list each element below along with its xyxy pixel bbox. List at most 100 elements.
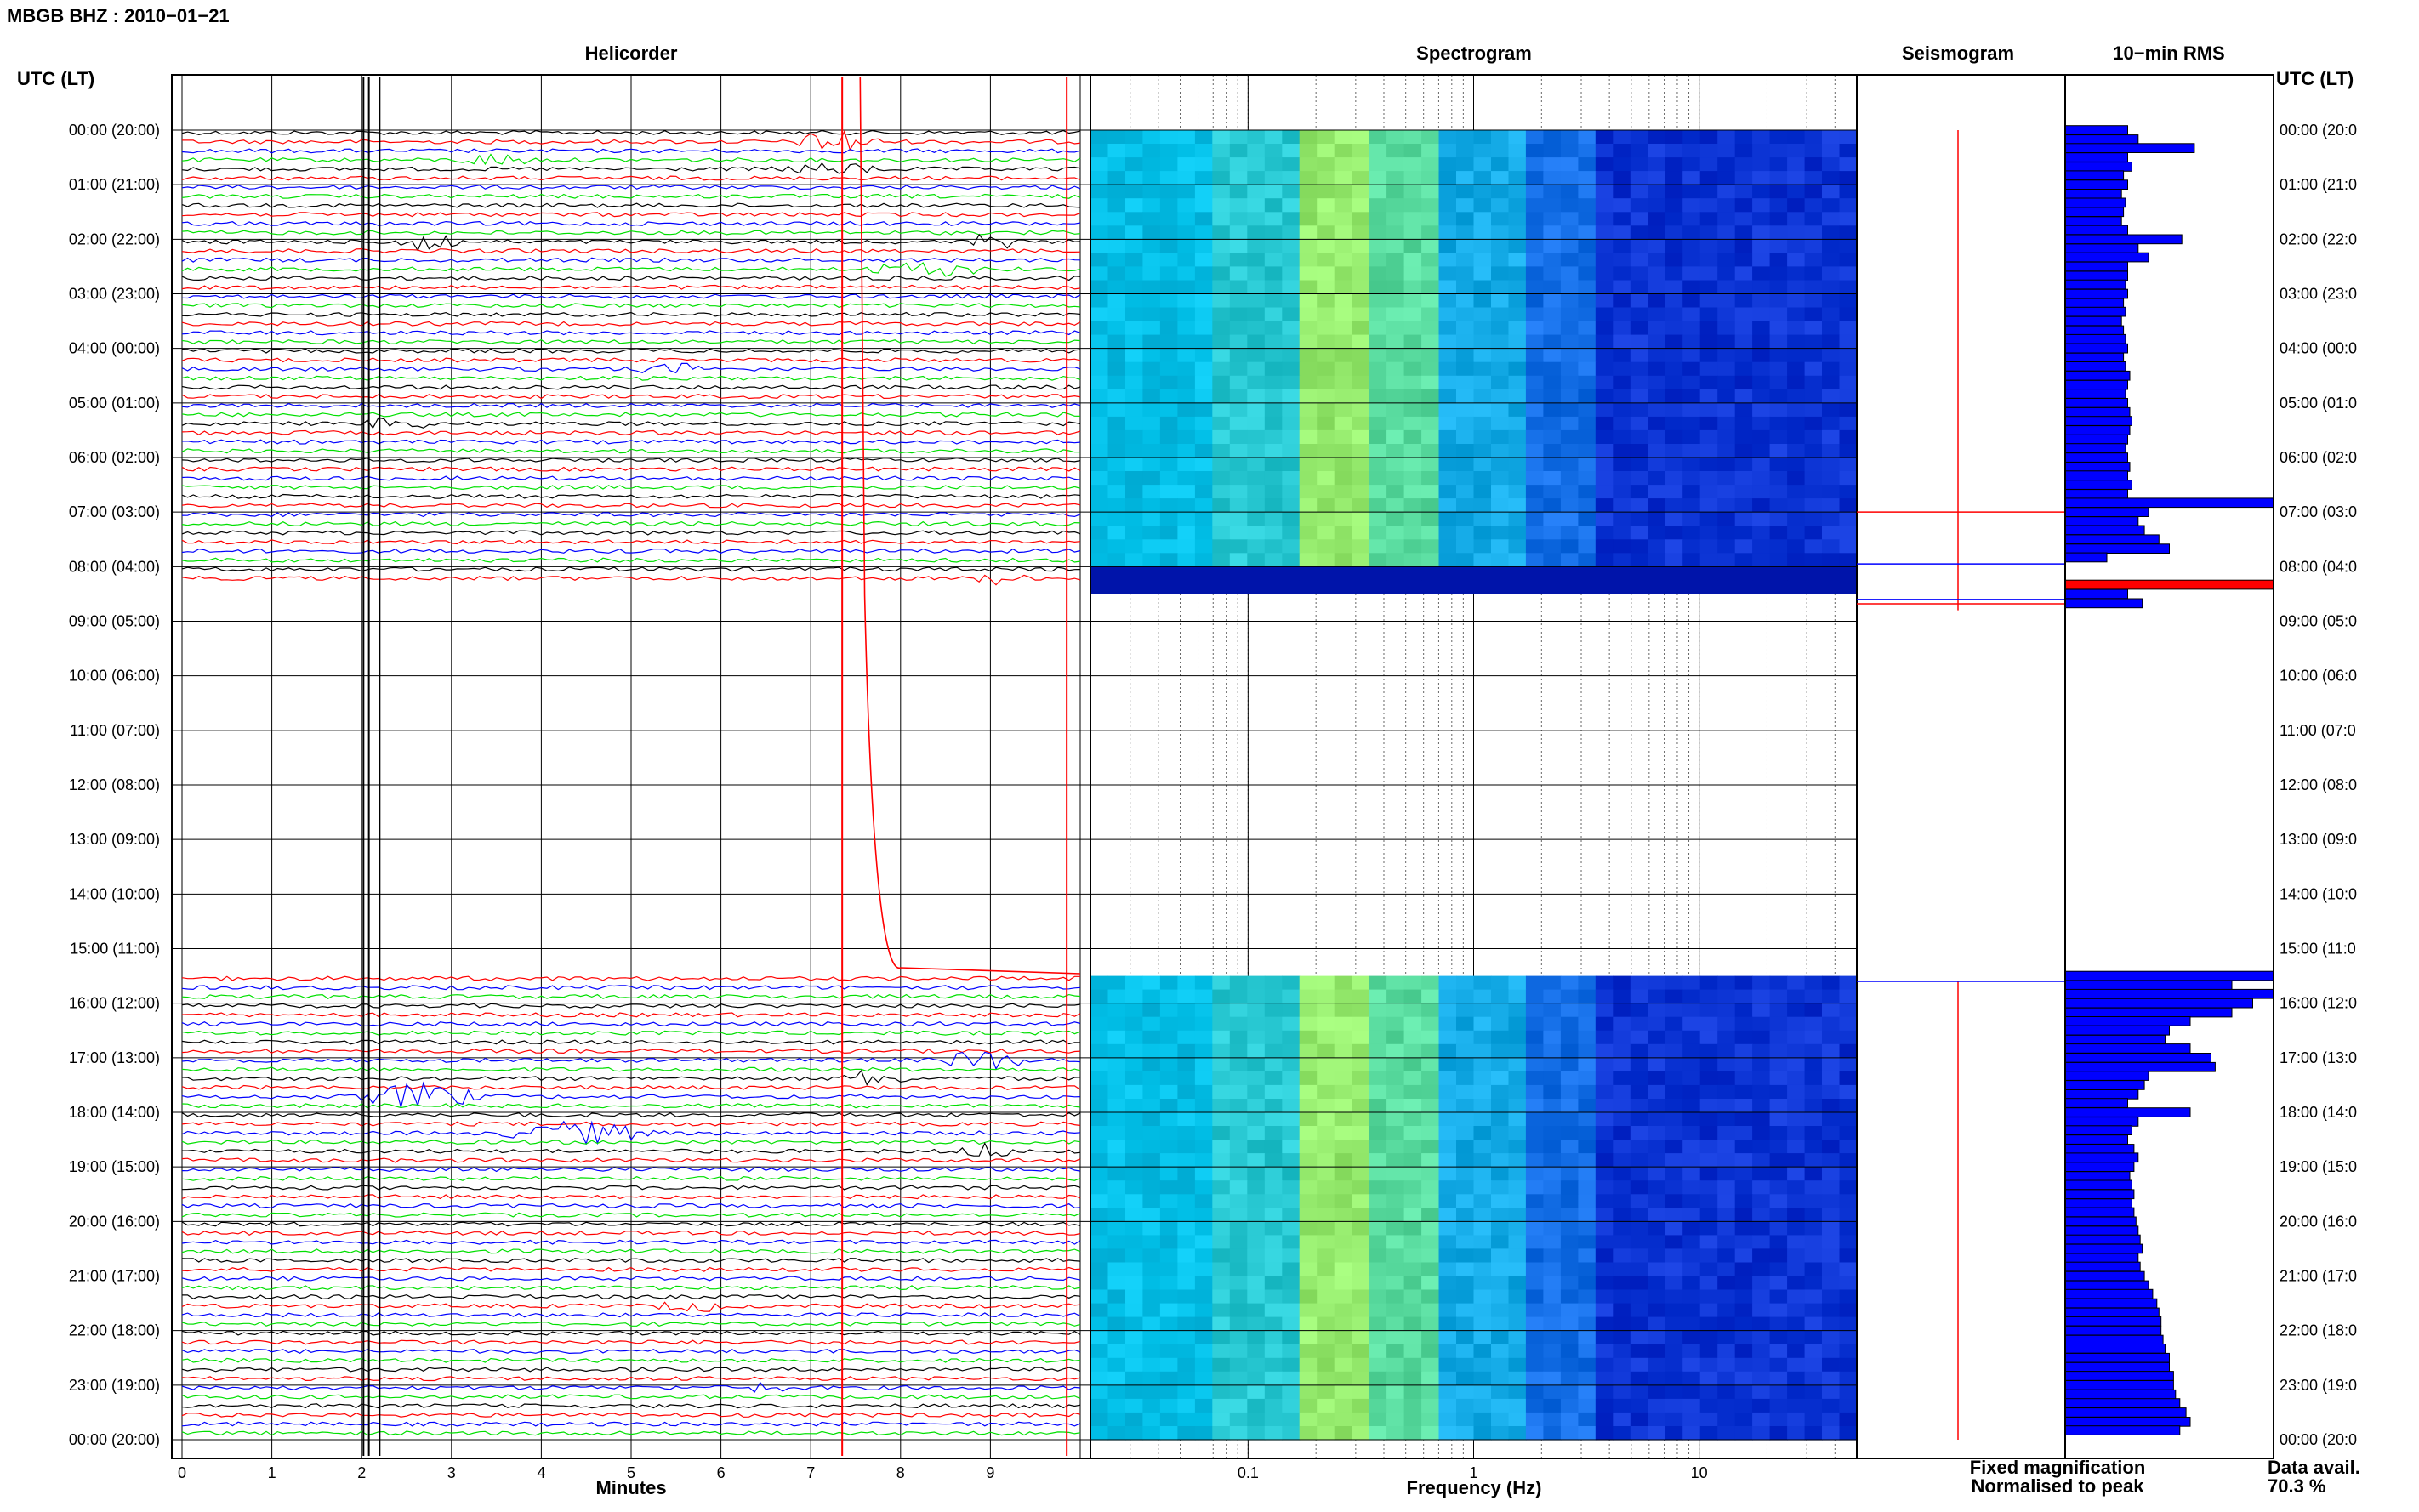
spectrogram-cell <box>1473 580 1492 594</box>
spectrogram-cell <box>1142 157 1161 172</box>
spectrogram-cell <box>1630 1262 1648 1277</box>
spectrogram-cell <box>1717 485 1736 499</box>
spectrogram-cell <box>1317 280 1335 295</box>
spectrogram-cell <box>1491 485 1510 499</box>
spectrogram-cell <box>1107 444 1126 458</box>
spectrogram-cell <box>1369 334 1387 350</box>
spectrogram-cell <box>1386 1344 1405 1359</box>
spectrogram-cell <box>1125 1180 1144 1195</box>
spectrogram-cell <box>1229 157 1248 172</box>
spectrogram-cell <box>1595 198 1614 213</box>
spectrogram-cell <box>1804 1126 1823 1140</box>
spectrogram-cell <box>1159 171 1178 185</box>
spectrogram-cell <box>1734 1303 1753 1318</box>
spectrogram-cell <box>1317 1344 1335 1359</box>
spectrogram-cell <box>1421 1235 1440 1249</box>
spectrogram-cell <box>1264 307 1283 322</box>
spectrogram-cell <box>1648 1030 1666 1045</box>
spectrogram-cell <box>1264 1248 1283 1263</box>
spectrogram-cell <box>1473 989 1492 1004</box>
spectrogram-cell <box>1682 1112 1701 1127</box>
spectrogram-cell <box>1769 266 1788 281</box>
helicorder-trace <box>181 1175 1081 1181</box>
spectrogram-cell <box>1787 402 1806 418</box>
spectrogram-cell <box>1177 1330 1196 1345</box>
spectrogram-cell <box>1560 402 1579 418</box>
spectrogram-cell <box>1613 1262 1631 1277</box>
spectrogram-cell <box>1525 1289 1544 1305</box>
helicorder-trace <box>181 466 1081 472</box>
spectrogram-cell <box>1125 471 1144 486</box>
spectrogram-cell <box>1525 1384 1544 1400</box>
helicorder-trace <box>181 220 1081 226</box>
spectrogram-cell <box>1142 1276 1161 1291</box>
spectrogram-cell <box>1177 1180 1196 1195</box>
spectrogram-cell <box>1264 1289 1283 1305</box>
spectrogram-cell <box>1177 334 1196 350</box>
spectrogram-cell <box>1630 334 1648 350</box>
spectrogram-cell <box>1142 526 1161 540</box>
spectrogram-cell <box>1107 1357 1126 1373</box>
spectrogram-cell <box>1282 144 1301 158</box>
spectrogram-cell <box>1787 280 1806 295</box>
spectrogram-cell <box>1804 471 1823 486</box>
spectrogram-cell <box>1648 566 1666 581</box>
spectrogram-cell <box>1699 1126 1718 1140</box>
helicorder-trace <box>181 185 1081 190</box>
spectrogram-cell <box>1682 458 1701 472</box>
spectrogram-cell <box>1752 1030 1771 1045</box>
rms-bar <box>2064 1389 2177 1400</box>
spectrogram-cell <box>1142 1384 1161 1400</box>
spectrogram-cell <box>1334 1180 1352 1195</box>
spectrogram-cell <box>1177 253 1196 267</box>
spectrogram-cell <box>1142 402 1161 418</box>
spectrogram-cell <box>1560 1126 1579 1140</box>
spectrogram-cell <box>1194 1126 1213 1140</box>
spectrogram-cell <box>1438 1167 1457 1181</box>
spectrogram-cell <box>1543 975 1562 991</box>
spectrogram-cell <box>1734 1016 1753 1032</box>
spectrogram-cell <box>1229 512 1248 526</box>
helicorder-trace <box>181 985 1081 991</box>
spectrogram-cell <box>1438 348 1457 363</box>
spectrogram-cell <box>1508 198 1527 213</box>
spectrogram-cell <box>1282 185 1301 199</box>
spectrogram-cell <box>1630 485 1648 499</box>
spectrogram-cell <box>1473 144 1492 158</box>
spectrogram-cell <box>1822 1016 1841 1032</box>
spectrogram-cell <box>1752 471 1771 486</box>
spectrogram-cell <box>1595 144 1614 158</box>
spectrogram-cell <box>1438 1030 1457 1045</box>
spectrogram-cell <box>1769 1262 1788 1277</box>
spectrogram-cell <box>1543 498 1562 513</box>
spectrogram-cell <box>1264 1126 1283 1140</box>
spectrogram-cell <box>1595 1262 1614 1277</box>
spectrogram-cell <box>1613 989 1631 1004</box>
spectrogram-cell <box>1403 975 1422 991</box>
spectrogram-cell <box>1525 1398 1544 1413</box>
spectrogram-cell <box>1648 1180 1666 1195</box>
spectrogram-cell <box>1317 1221 1335 1236</box>
spectrogram-cell <box>1177 566 1196 581</box>
spectrogram-cell <box>1159 130 1178 145</box>
spectrogram-cell <box>1264 185 1283 199</box>
spectrogram-cell <box>1543 1221 1562 1236</box>
spectrogram-cell <box>1090 198 1109 213</box>
rms-bar <box>2064 507 2149 517</box>
helicorder-trace <box>181 566 1081 572</box>
spectrogram-cell <box>1421 157 1440 172</box>
spectrogram-cell <box>1787 185 1806 199</box>
spectrogram-cell <box>1648 1208 1666 1222</box>
spectrogram-cell <box>1560 553 1579 567</box>
spectrogram-cell <box>1630 266 1648 281</box>
spectrogram-cell <box>1630 280 1648 295</box>
spectrogram-cell <box>1648 580 1666 594</box>
spectrogram-cell <box>1090 321 1109 336</box>
spectrogram-cell <box>1578 553 1597 567</box>
spectrogram-cell <box>1177 1003 1196 1018</box>
rms-bar <box>2064 1125 2132 1136</box>
spectrogram-cell <box>1839 539 1858 554</box>
spectrogram-cell <box>1717 1071 1736 1086</box>
spectrogram-cell <box>1648 225 1666 240</box>
spectrogram-cell <box>1543 1167 1562 1181</box>
